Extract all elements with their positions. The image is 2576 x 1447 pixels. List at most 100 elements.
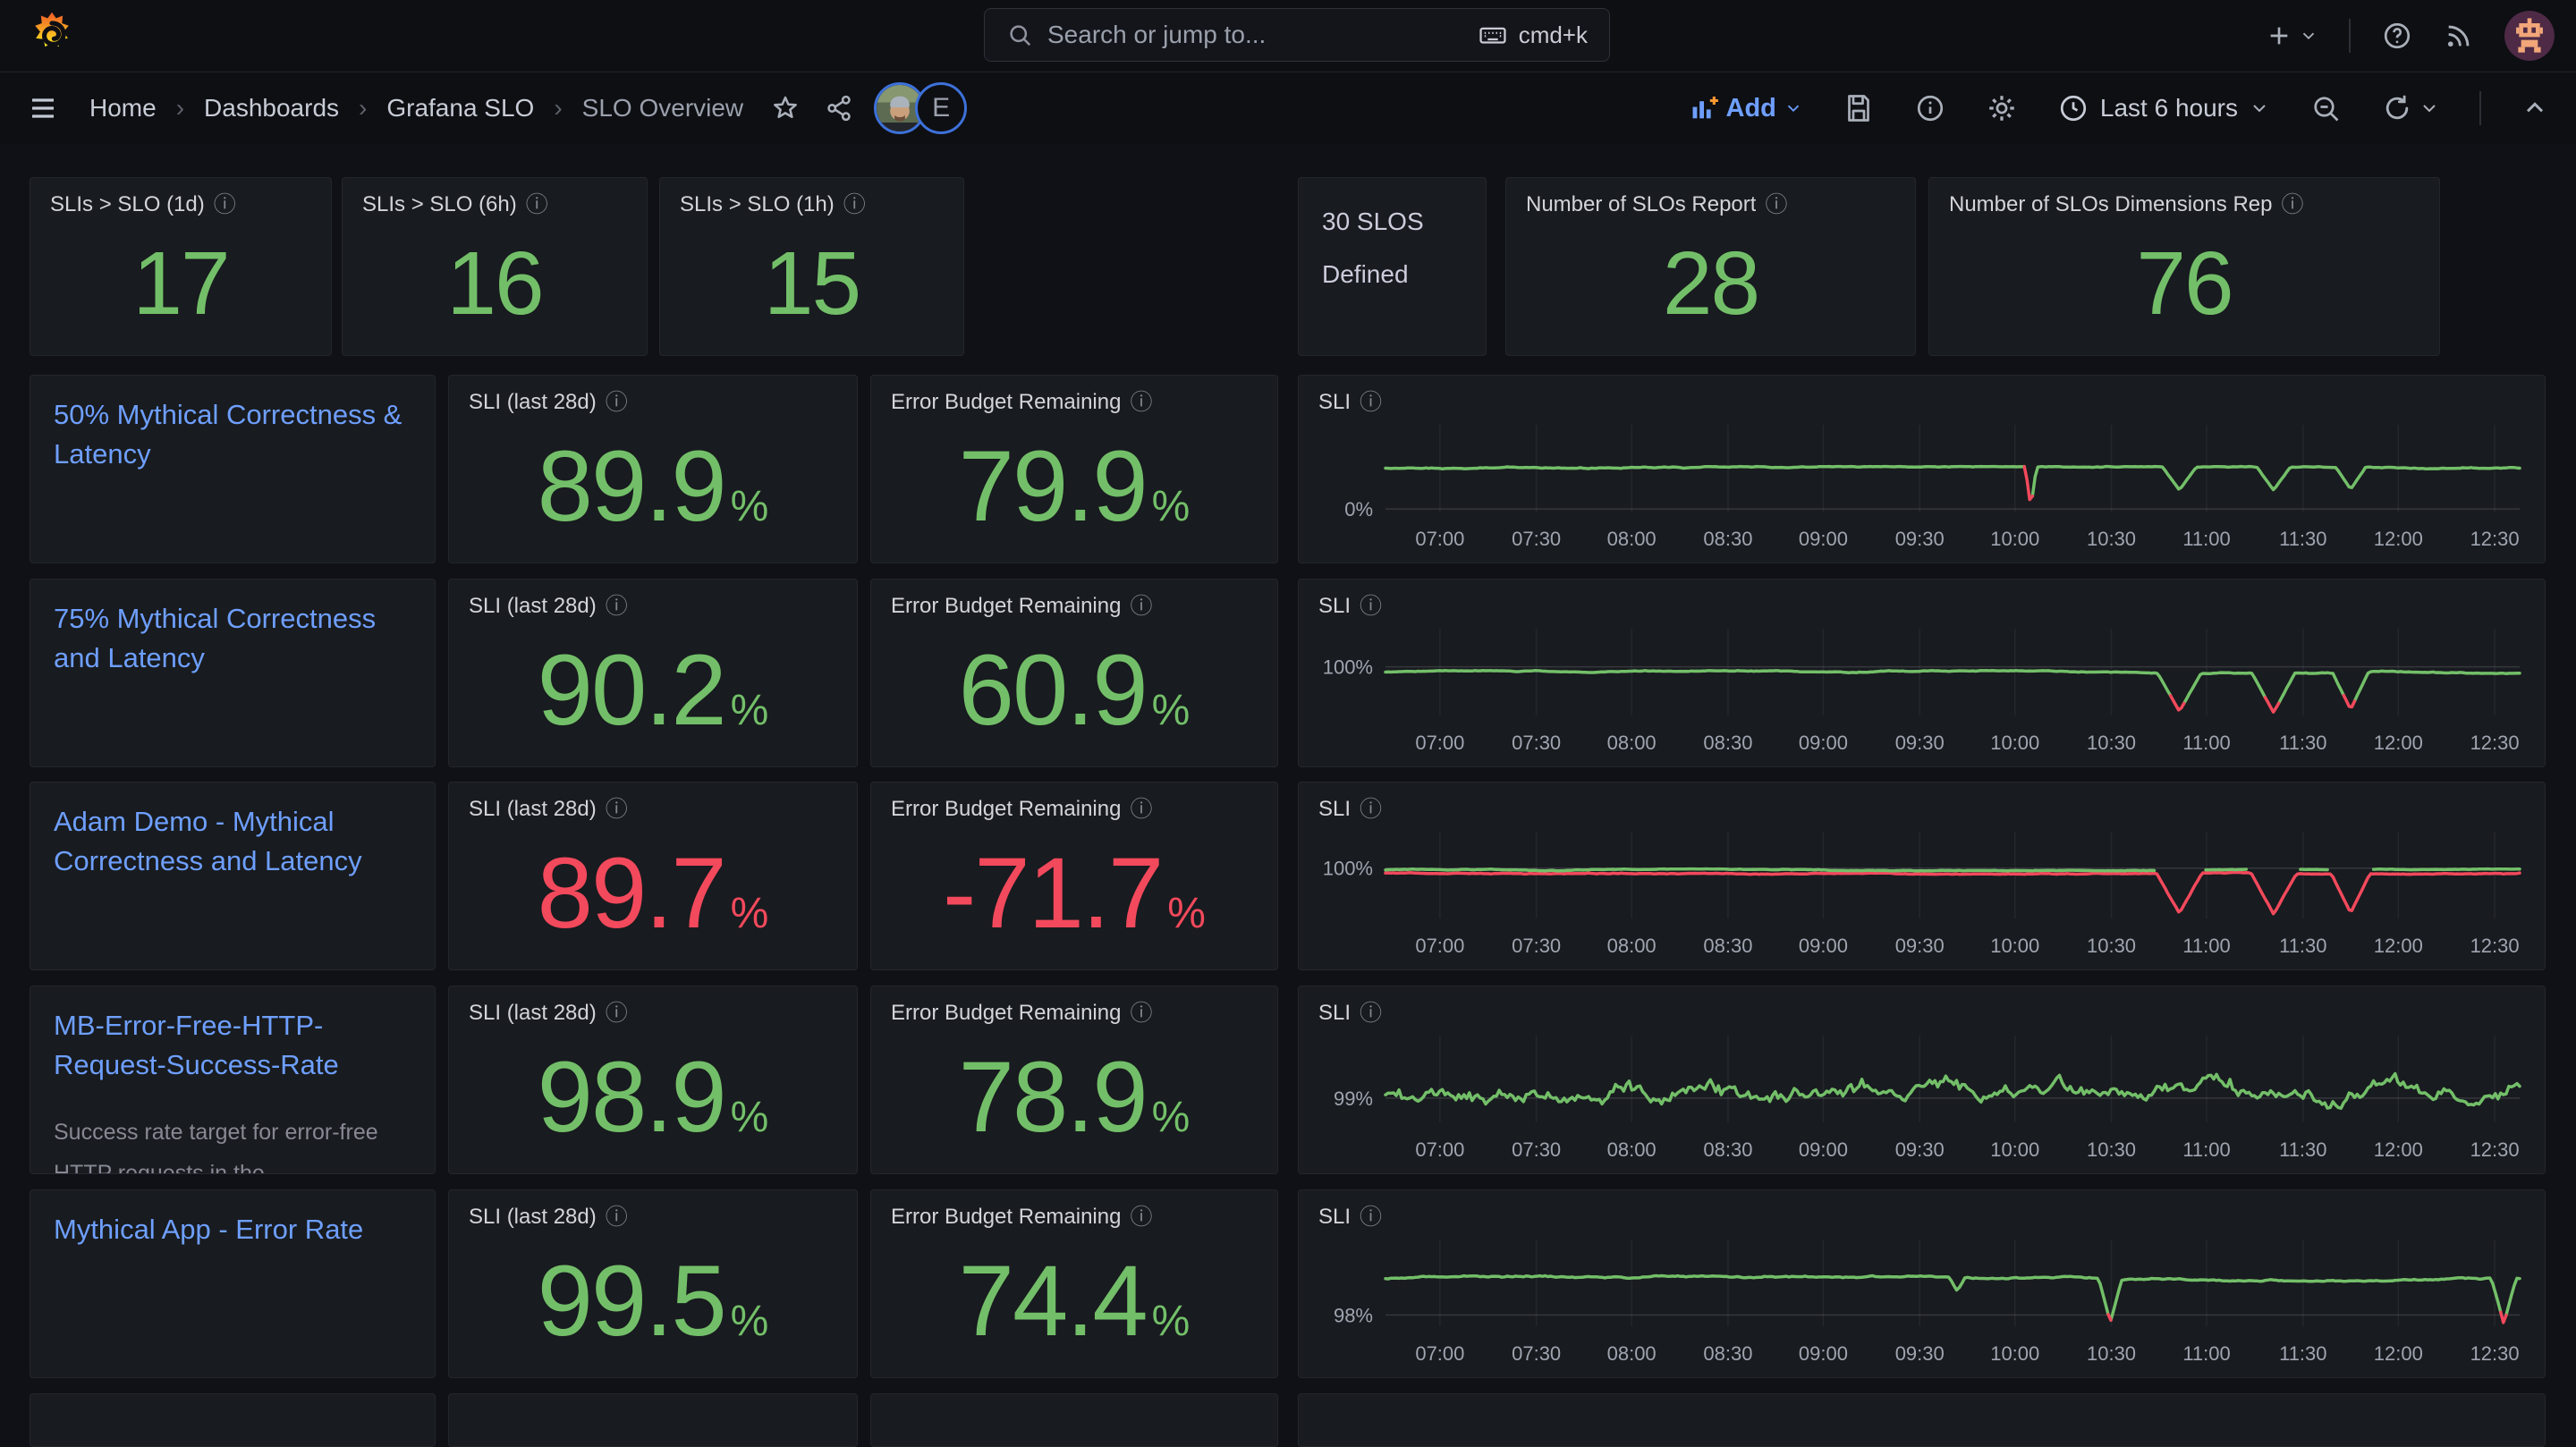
info-icon[interactable]: ⓘ: [1360, 796, 1383, 822]
help-icon[interactable]: [2381, 20, 2413, 52]
slo-dashboard-link[interactable]: MB-Error-Free-HTTP-Request-Success-Rate: [54, 1010, 339, 1081]
info-icon[interactable]: ⓘ: [843, 191, 866, 217]
panel-slo-link: Mythical App - Error Rate: [30, 1189, 436, 1378]
info-icon[interactable]: ⓘ: [605, 389, 628, 415]
info-icon[interactable]: ⓘ: [605, 1000, 628, 1026]
svg-text:11:30: 11:30: [2279, 1342, 2326, 1365]
search-placeholder: Search or jump to...: [1047, 21, 1267, 48]
panel-title: SLIs > SLO (1h): [680, 192, 835, 216]
breadcrumb-home[interactable]: Home: [89, 94, 157, 122]
info-icon[interactable]: ⓘ: [213, 191, 236, 217]
sli-chart[interactable]: 07:00 07:30 08:00 08:30 09:00 09:30 10:00 10:30…: [1334, 1240, 2521, 1365]
svg-text:09:30: 09:30: [1895, 732, 1945, 754]
divider: [2349, 19, 2351, 53]
info-icon[interactable]: ⓘ: [1360, 389, 1383, 415]
share-icon[interactable]: [824, 93, 854, 123]
info-icon[interactable]: ⓘ: [1130, 1204, 1153, 1230]
svg-text:100%: 100%: [1323, 656, 1373, 679]
panel-slis-slo-1h: SLIs > SLO (1h) ⓘ 15: [659, 177, 964, 356]
stat-unit: %: [730, 483, 769, 530]
svg-text:10:30: 10:30: [2087, 732, 2136, 754]
panel-error-budget-stat: Error Budget Remaining ⓘ 79.9 %: [870, 375, 1278, 563]
add-panel-button[interactable]: Add: [1689, 93, 1803, 123]
info-icon[interactable]: ⓘ: [605, 796, 628, 822]
info-icon[interactable]: ⓘ: [605, 593, 628, 619]
sli-chart[interactable]: 07:00 07:30 08:00 08:30 09:00 09:30 10:00 10:30…: [1323, 629, 2521, 754]
stat-unit: %: [730, 1298, 769, 1345]
stat-value: -71.7: [943, 837, 1164, 949]
news-rss-icon[interactable]: [2444, 21, 2474, 51]
stat-value: 78.9: [958, 1041, 1148, 1153]
svg-text:10:00: 10:00: [1990, 1138, 2039, 1161]
sli-chart[interactable]: 07:00 07:30 08:00 08:30 09:00 09:30 10:00 10:30…: [1323, 832, 2521, 957]
dashboard-settings-icon[interactable]: [1986, 92, 2018, 124]
stat-value: 99.5: [537, 1245, 727, 1357]
grafana-logo[interactable]: [25, 9, 79, 63]
svg-text:07:30: 07:30: [1512, 1342, 1561, 1365]
mega-menu-icon[interactable]: [27, 92, 59, 124]
stat-value: 89.7: [537, 837, 727, 949]
star-icon[interactable]: [770, 93, 801, 123]
svg-text:09:00: 09:00: [1799, 1138, 1848, 1161]
text-line: 30 SLOS: [1322, 207, 1424, 235]
info-icon[interactable]: ⓘ: [1130, 389, 1153, 415]
search-input[interactable]: Search or jump to... cmd+k: [984, 8, 1610, 62]
svg-text:08:00: 08:00: [1607, 1342, 1657, 1365]
sli-chart[interactable]: 07:00 07:30 08:00 08:30 09:00 09:30 10:00 10:30…: [1334, 1036, 2521, 1161]
slo-row: MB-Error-Free-HTTP-Request-Success-Rate …: [0, 986, 2576, 1174]
panel-error-budget-stat: Error Budget Remaining ⓘ -71.7 %: [870, 782, 1278, 970]
info-icon[interactable]: ⓘ: [1130, 593, 1153, 619]
info-icon[interactable]: ⓘ: [1360, 593, 1383, 619]
svg-text:11:00: 11:00: [2182, 528, 2230, 550]
info-icon[interactable]: ⓘ: [605, 1204, 628, 1230]
info-icon[interactable]: ⓘ: [2281, 191, 2304, 217]
new-button[interactable]: [2265, 21, 2318, 50]
keyboard-icon: [1478, 20, 1508, 50]
svg-text:12:00: 12:00: [2374, 1342, 2423, 1365]
stat-unit: %: [1151, 1298, 1191, 1345]
save-dashboard-icon[interactable]: [1843, 92, 1875, 124]
svg-text:09:00: 09:00: [1799, 935, 1848, 957]
user-avatar[interactable]: [2504, 11, 2555, 61]
info-icon[interactable]: ⓘ: [1360, 1204, 1383, 1230]
slo-dashboard-link[interactable]: Adam Demo - Mythical Correctness and Lat…: [54, 806, 362, 877]
svg-text:12:30: 12:30: [2470, 528, 2520, 550]
slo-dashboard-link[interactable]: 50% Mythical Correctness & Latency: [54, 399, 402, 470]
zoom-out-time-icon[interactable]: [2309, 92, 2342, 124]
breadcrumb-dashboards[interactable]: Dashboards: [204, 94, 340, 122]
slo-dashboard-link[interactable]: Mythical App - Error Rate: [54, 1214, 364, 1245]
svg-text:07:00: 07:00: [1415, 528, 1464, 550]
summary-row: SLIs > SLO (1d) ⓘ 17 SLIs > SLO (6h) ⓘ 1…: [0, 177, 2576, 356]
svg-text:09:30: 09:30: [1895, 1138, 1945, 1161]
presence-avatar-e[interactable]: E: [915, 82, 968, 134]
svg-text:10:30: 10:30: [2087, 1342, 2136, 1365]
stat-unit: %: [1151, 1094, 1191, 1141]
svg-text:07:00: 07:00: [1415, 1342, 1464, 1365]
time-range-picker[interactable]: Last 6 hours: [2057, 92, 2270, 124]
chevron-down-icon: [1787, 105, 1800, 113]
info-icon[interactable]: ⓘ: [1765, 191, 1788, 217]
svg-text:10:30: 10:30: [2087, 1138, 2136, 1161]
svg-text:08:30: 08:30: [1703, 1342, 1752, 1365]
stat-unit: %: [730, 687, 769, 734]
panel-slis-slo-6h: SLIs > SLO (6h) ⓘ 16: [342, 177, 648, 356]
svg-text:07:00: 07:00: [1415, 935, 1464, 957]
svg-text:09:00: 09:00: [1799, 1342, 1848, 1365]
info-icon[interactable]: ⓘ: [1360, 1000, 1383, 1026]
slo-dashboard-link[interactable]: 75% Mythical Correctness and Latency: [54, 603, 377, 674]
stat-unit: %: [730, 890, 769, 937]
info-icon[interactable]: ⓘ: [1130, 796, 1153, 822]
stat-unit: %: [1167, 890, 1206, 937]
sli-chart[interactable]: 07:00 07:30 08:00 08:30 09:00 09:30 10:00 10:30…: [1344, 425, 2521, 550]
dashboard-toolbar: Home › Dashboards › Grafana SLO › SLO Ov…: [0, 72, 2576, 144]
divider: [2479, 91, 2481, 125]
collapse-toolbar-icon[interactable]: [2521, 94, 2549, 123]
panel-sli-stat: SLI (last 28d) ⓘ 89.9 %: [448, 375, 858, 563]
info-icon[interactable]: ⓘ: [525, 191, 548, 217]
breadcrumb-folder[interactable]: Grafana SLO: [386, 94, 535, 122]
dashboard-insights-icon[interactable]: [1914, 92, 1946, 124]
info-icon[interactable]: ⓘ: [1130, 1000, 1153, 1026]
panel-sli-timeseries: [1298, 1393, 2546, 1447]
top-nav: Search or jump to... cmd+k: [0, 0, 2576, 72]
refresh-icon[interactable]: [2381, 92, 2440, 124]
